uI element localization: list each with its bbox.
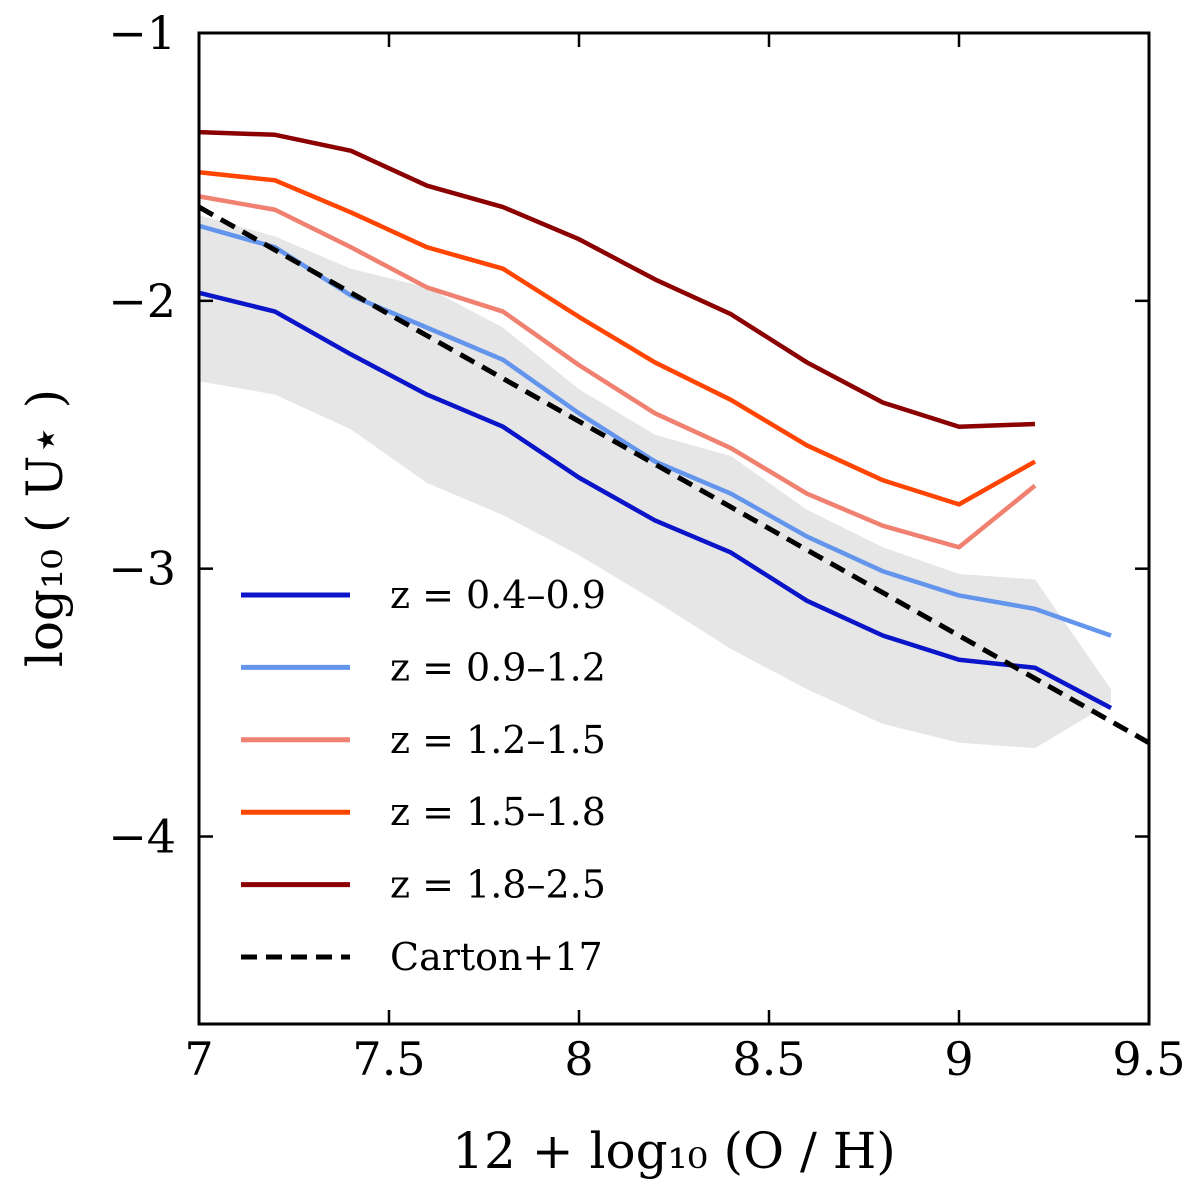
y-tick-label: −4: [108, 810, 176, 864]
series-line-4: [198, 170, 1037, 507]
legend-label-1: z = 0.4–0.9: [390, 573, 606, 617]
legend-label-6: Carton+17: [390, 935, 603, 979]
y-tick-label: −1: [108, 6, 176, 60]
y-tick-label: −3: [108, 542, 176, 596]
series-layer: [197, 129, 1151, 745]
legend: z = 0.4–0.9 z = 0.9–1.2 z = 1.2–1.5 z = 1.5…: [241, 573, 606, 979]
legend-label-3: z = 1.2–1.5: [390, 718, 606, 762]
x-tick-label: 9.5: [1112, 1032, 1185, 1086]
legend-label-2: z = 0.9–1.2: [390, 645, 606, 689]
x-tick-label: 7.5: [352, 1032, 425, 1086]
series-line-3: [198, 194, 1037, 550]
legend-label-5: z = 1.8–2.5: [390, 863, 606, 907]
scatter-band: [199, 215, 1111, 749]
x-tick-label: 8.5: [732, 1032, 805, 1086]
x-tick-label: 8: [564, 1032, 593, 1086]
y-tick-label: −2: [108, 274, 176, 328]
x-axis-label: 12 + log₁₀ (O / H): [452, 1122, 896, 1180]
shaded-band-layer: [199, 215, 1111, 749]
series-line-1: [198, 290, 1113, 710]
y-axis-label: log₁₀ ( U⋆ ): [16, 389, 74, 667]
plot-frame: [197, 31, 1151, 1026]
x-tick-label: 7: [184, 1032, 213, 1086]
legend-label-4: z = 1.5–1.8: [390, 790, 606, 834]
series-line-6: [197, 204, 1151, 745]
tick-layer: 7 7.5 8 8.5 9 9.5 −1 −2 −3 −4: [108, 6, 1185, 1086]
x-tick-label: 9: [944, 1032, 973, 1086]
series-line-5: [198, 129, 1036, 429]
